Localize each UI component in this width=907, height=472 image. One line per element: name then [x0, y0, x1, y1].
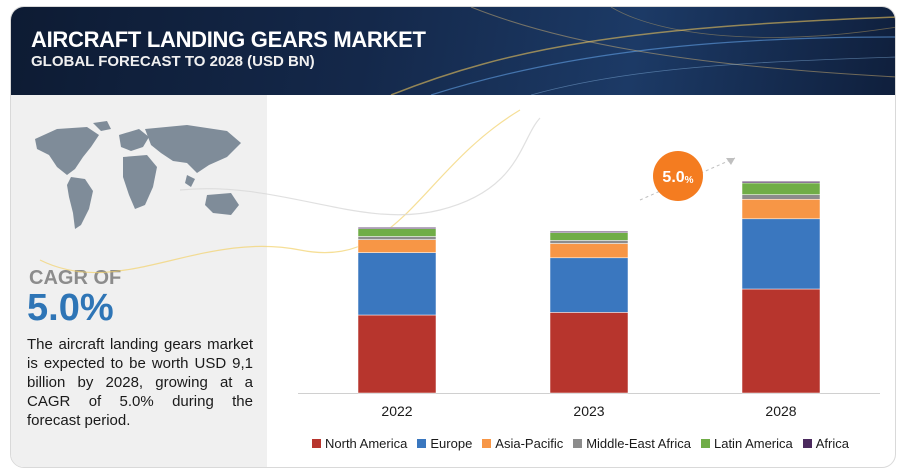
- legend-item: Asia-Pacific: [482, 436, 563, 451]
- bar-segment: [741, 181, 821, 184]
- bar-segment: [741, 218, 821, 290]
- bars-layer: [357, 181, 821, 394]
- chart-legend: North America Europe Asia-Pacific Middle-Ea…: [312, 433, 882, 453]
- x-tick-label: 2028: [765, 403, 796, 419]
- legend-item: Africa: [802, 435, 849, 451]
- bar-segment: [357, 239, 437, 253]
- bar-segment: [741, 194, 821, 200]
- decorative-trend-curve: [179, 117, 541, 216]
- bar-segment: [549, 232, 629, 241]
- growth-arrow-head: [726, 158, 735, 165]
- page-subtitle: GLOBAL FORECAST TO 2028 (USD BN): [31, 53, 315, 70]
- x-tick-label: 2023: [573, 403, 604, 419]
- banner-light-trails: [390, 7, 895, 95]
- cagr-callout-circle: [653, 151, 703, 201]
- cagr-callout: 5.0%: [653, 151, 703, 201]
- page-title: AIRCRAFT LANDING GEARS MARKET: [31, 27, 426, 52]
- legend-item: Europe: [417, 436, 472, 451]
- bar-segment: [357, 314, 437, 394]
- bar-segment: [357, 227, 437, 229]
- bar-segment: [549, 243, 629, 259]
- legend-label: Latin America: [713, 435, 793, 451]
- bar-segment: [357, 252, 437, 316]
- bar-segment: [549, 312, 629, 394]
- bar-segment: [549, 231, 629, 233]
- header-banner: AIRCRAFT LANDING GEARS MARKET GLOBAL FOR…: [11, 7, 895, 95]
- bar-segment: [549, 240, 629, 244]
- cagr-callout-value: 5.0: [662, 169, 684, 186]
- legend-swatch: [417, 438, 427, 448]
- legend-swatch: [312, 438, 321, 448]
- bar-segment: [357, 236, 437, 240]
- legend-label: Africa: [815, 435, 849, 451]
- bar-segment: [357, 228, 437, 237]
- cagr-callout-unit: %: [685, 175, 694, 186]
- x-tick-label: 2022: [381, 403, 412, 419]
- legend-swatch: [802, 438, 812, 448]
- legend-item: Latin America: [700, 435, 793, 451]
- legend-label: Asia-Pacific: [495, 435, 564, 451]
- x-tick-labels: 2022 2023 2028: [381, 403, 796, 419]
- bar-segment: [549, 257, 629, 313]
- bar-segment: [741, 182, 821, 195]
- legend-label: North America: [325, 435, 408, 451]
- cagr-value: 5.0%: [27, 287, 114, 329]
- legend-label: Middle-East Africa: [586, 435, 691, 451]
- market-description: The aircraft landing gears market is exp…: [27, 336, 253, 429]
- legend-swatch: [482, 438, 492, 448]
- legend-swatch: [700, 438, 710, 448]
- legend-item: Middle-East Africa: [573, 436, 691, 451]
- growth-arrow: [639, 157, 736, 201]
- bar-segment: [741, 199, 821, 220]
- legend-label: Europe: [430, 435, 473, 451]
- decorative-trend-curve: [39, 109, 521, 274]
- legend-item: North America: [312, 436, 407, 451]
- bar-segment: [741, 288, 821, 394]
- world-map-icon: [35, 121, 241, 229]
- legend-swatch: [573, 438, 583, 448]
- summary-panel: CAGR OF 5.0% The aircraft landing gears …: [11, 95, 267, 467]
- cagr-callout-text: 5.0%: [662, 169, 693, 186]
